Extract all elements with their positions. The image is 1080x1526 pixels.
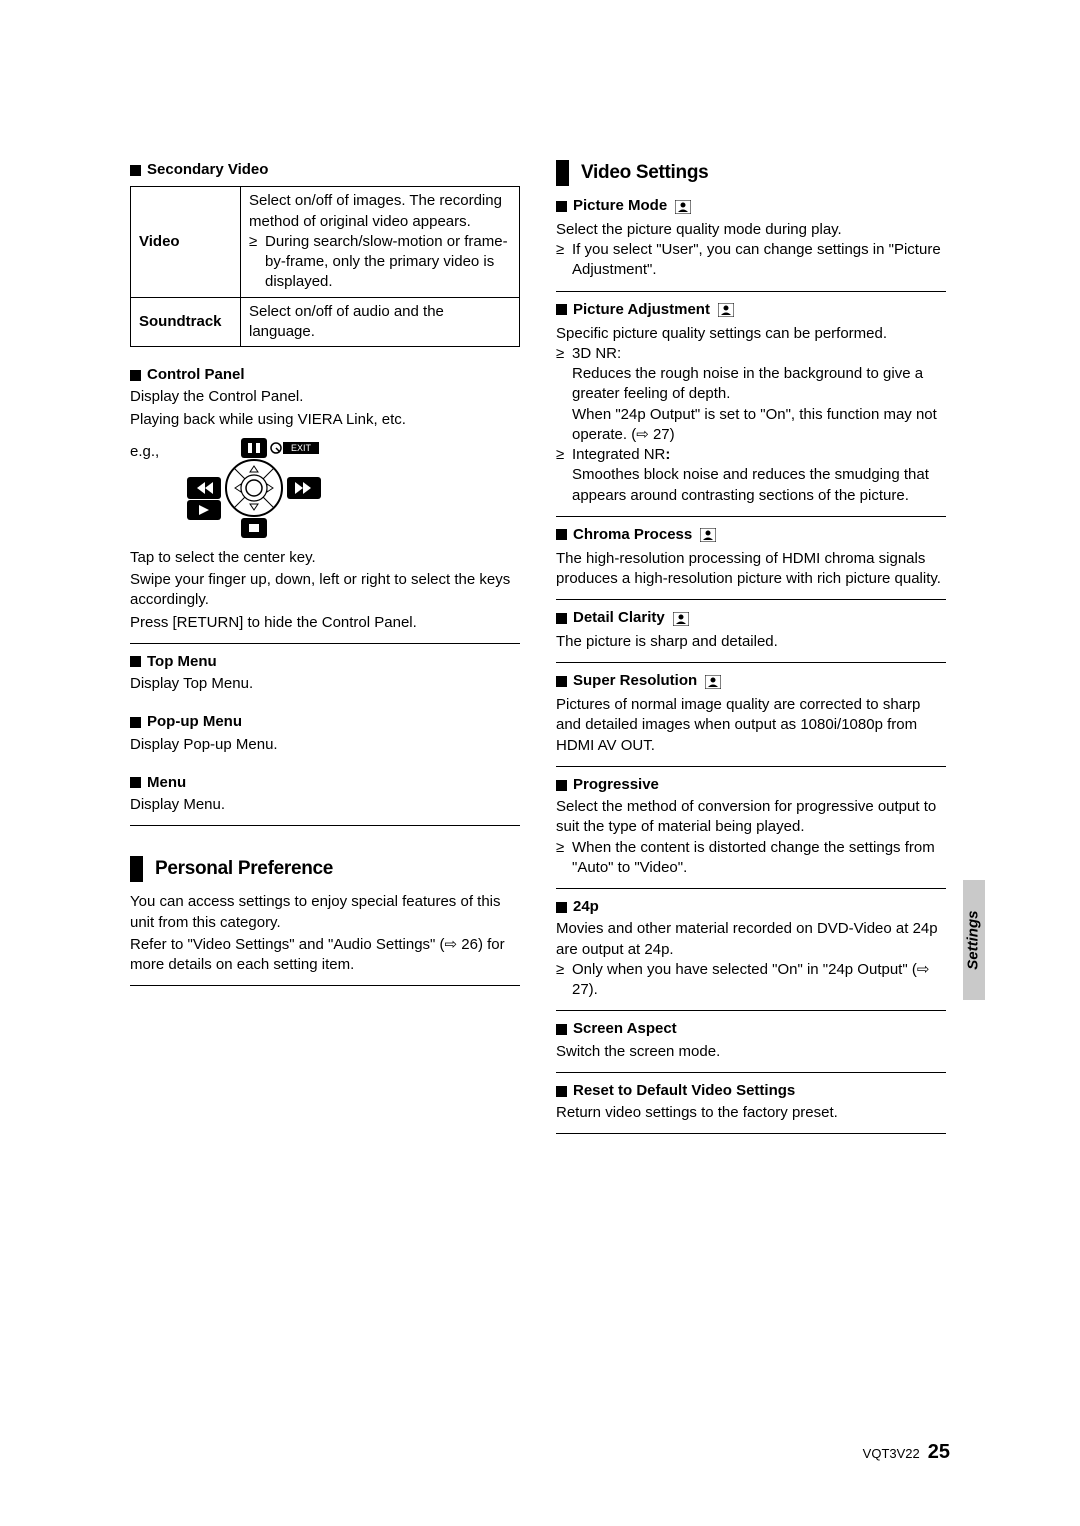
- user-icon: [675, 200, 691, 214]
- personal-pref-p2: Refer to "Video Settings" and "Audio Set…: [130, 935, 520, 976]
- user-icon: [700, 528, 716, 542]
- control-panel-p5: Press [RETURN] to hide the Control Panel…: [130, 613, 520, 633]
- chroma-heading-row: Chroma Process: [556, 525, 946, 547]
- detail-heading-row: Detail Clarity: [556, 608, 946, 630]
- control-panel-p3: Tap to select the center key.: [130, 548, 520, 568]
- superres-heading: Super Resolution: [556, 671, 697, 691]
- divider: [556, 1133, 946, 1134]
- picture-mode-bullet: ≥ If you select "User", you can change s…: [556, 240, 946, 281]
- detail-heading: Detail Clarity: [556, 608, 665, 628]
- control-panel-p4: Swipe your finger up, down, left or righ…: [130, 570, 520, 611]
- chroma-body: The high-resolution processing of HDMI c…: [556, 549, 946, 590]
- divider: [130, 643, 520, 644]
- progressive-heading: Progressive: [556, 775, 946, 795]
- top-menu-heading: Top Menu: [130, 652, 520, 672]
- sv-video-line1: Select on/off of images. The recording m…: [249, 191, 511, 232]
- popup-menu-heading: Pop-up Menu: [130, 712, 520, 732]
- secondary-video-table: Video Select on/off of images. The recor…: [130, 186, 520, 347]
- sv-video-bullet: ≥ During search/slow-motion or frame-by-…: [249, 232, 511, 293]
- reset-heading: Reset to Default Video Settings: [556, 1081, 946, 1101]
- chroma-heading: Chroma Process: [556, 525, 692, 545]
- video-settings-header: Video Settings: [556, 160, 946, 186]
- video-settings-title: Video Settings: [581, 160, 708, 186]
- side-tab: Settings: [963, 880, 985, 1000]
- doc-code: VQT3V22: [863, 1445, 920, 1463]
- svg-text:EXIT: EXIT: [291, 443, 312, 453]
- divider: [130, 825, 520, 826]
- picture-adj-heading: Picture Adjustment: [556, 300, 710, 320]
- popup-menu-body: Display Pop-up Menu.: [130, 735, 520, 755]
- left-column: Secondary Video Video Select on/off of i…: [130, 160, 520, 1142]
- user-icon: [705, 675, 721, 689]
- personal-pref-p1: You can access settings to enjoy special…: [130, 892, 520, 933]
- top-menu-body: Display Top Menu.: [130, 674, 520, 694]
- page-number: 25: [928, 1439, 950, 1466]
- reset-body: Return video settings to the factory pre…: [556, 1103, 946, 1123]
- control-pad-icon: EXIT: [179, 438, 349, 538]
- side-tab-label: Settings: [964, 910, 984, 969]
- divider: [556, 291, 946, 292]
- progressive-p1: Select the method of conversion for prog…: [556, 797, 946, 838]
- control-panel-p1: Display the Control Panel.: [130, 387, 520, 407]
- secondary-video-heading: Secondary Video: [130, 160, 520, 180]
- divider: [556, 599, 946, 600]
- page-footer: VQT3V22 25: [863, 1439, 950, 1466]
- divider: [556, 1010, 946, 1011]
- table-row: Video Select on/off of images. The recor…: [131, 187, 520, 297]
- divider: [130, 985, 520, 986]
- menu-heading: Menu: [130, 773, 520, 793]
- divider: [556, 516, 946, 517]
- menu-body: Display Menu.: [130, 795, 520, 815]
- progressive-bullet: ≥ When the content is distorted change t…: [556, 838, 946, 879]
- table-row: Soundtrack Select on/off of audio and th…: [131, 297, 520, 347]
- personal-preference-title: Personal Preference: [155, 856, 333, 882]
- sv-video-desc: Select on/off of images. The recording m…: [241, 187, 520, 297]
- divider: [556, 888, 946, 889]
- header-bar-icon: [556, 160, 569, 186]
- p24-p1: Movies and other material recorded on DV…: [556, 919, 946, 960]
- picture-mode-p1: Select the picture quality mode during p…: [556, 220, 946, 240]
- sv-video-label: Video: [131, 187, 241, 297]
- control-panel-heading: Control Panel: [130, 365, 520, 385]
- superres-heading-row: Super Resolution: [556, 671, 946, 693]
- divider: [556, 662, 946, 663]
- screen-aspect-heading: Screen Aspect: [556, 1019, 946, 1039]
- personal-preference-header: Personal Preference: [130, 856, 520, 882]
- detail-body: The picture is sharp and detailed.: [556, 632, 946, 652]
- p24-heading: 24p: [556, 897, 946, 917]
- picture-mode-heading: Picture Mode: [556, 196, 667, 216]
- sv-soundtrack-desc: Select on/off of audio and the language.: [241, 297, 520, 347]
- header-bar-icon: [130, 856, 143, 882]
- page-columns: Secondary Video Video Select on/off of i…: [130, 160, 950, 1142]
- control-panel-diagram: e.g., EXIT: [130, 438, 520, 538]
- superres-body: Pictures of normal image quality are cor…: [556, 695, 946, 756]
- picture-adj-intnr: ≥ Integrated NR: Smoothes block noise an…: [556, 445, 946, 506]
- screen-aspect-body: Switch the screen mode.: [556, 1042, 946, 1062]
- right-column: Video Settings Picture Mode Select the p…: [556, 160, 946, 1142]
- divider: [556, 1072, 946, 1073]
- control-panel-p2: Playing back while using VIERA Link, etc…: [130, 410, 520, 430]
- picture-adj-heading-row: Picture Adjustment: [556, 300, 946, 322]
- divider: [556, 766, 946, 767]
- picture-adj-p1: Specific picture quality settings can be…: [556, 324, 946, 344]
- user-icon: [673, 612, 689, 626]
- user-icon: [718, 303, 734, 317]
- picture-mode-heading-row: Picture Mode: [556, 196, 946, 218]
- picture-adj-3dnr: ≥ 3D NR: Reduces the rough noise in the …: [556, 344, 946, 445]
- eg-label: e.g.,: [130, 438, 159, 462]
- sv-soundtrack-label: Soundtrack: [131, 297, 241, 347]
- p24-bullet: ≥ Only when you have selected "On" in "2…: [556, 960, 946, 1001]
